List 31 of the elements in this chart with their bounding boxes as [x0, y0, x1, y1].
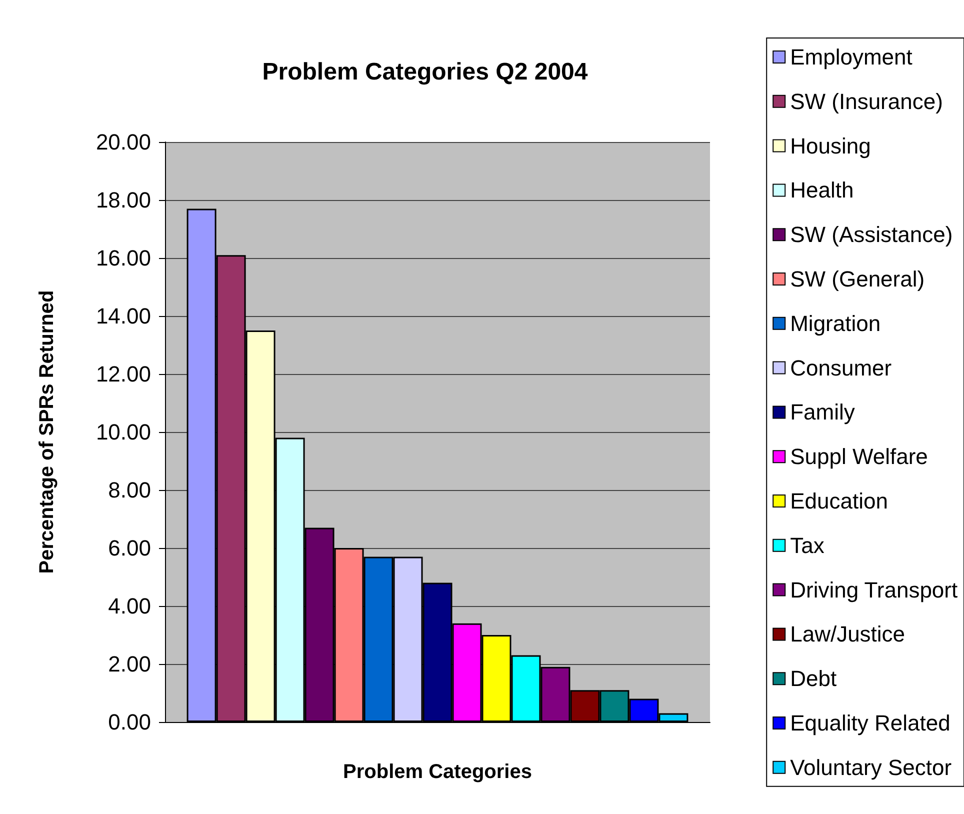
y-tick-label: 16.00: [96, 246, 151, 270]
legend-label: Tax: [790, 532, 824, 558]
y-tick-label: 12.00: [96, 362, 151, 386]
y-tick-label: 0.00: [108, 710, 151, 734]
legend-label: Driving Transport: [790, 577, 958, 602]
y-tick-label: 18.00: [96, 188, 151, 212]
y-tick-label: 14.00: [96, 304, 151, 328]
y-tick-label: 10.00: [96, 420, 151, 444]
legend-label: Equality Related: [790, 710, 950, 736]
legend-label: SW (Insurance): [790, 88, 943, 114]
x-axis-title: Problem Categories: [343, 761, 532, 783]
legend-label: Debt: [790, 666, 837, 692]
legend-label: Law/Justice: [790, 622, 906, 647]
legend-label: Employment: [790, 44, 912, 70]
legend-label: SW (Assistance): [790, 222, 953, 248]
y-tick-label: 4.00: [108, 594, 151, 618]
y-axis-title: Percentage of SPRs Returned: [36, 290, 58, 574]
legend-label: Voluntary Sector: [790, 754, 952, 780]
legend-label: Suppl Welfare: [790, 444, 928, 470]
legend-label: Family: [790, 400, 855, 425]
y-tick-label: 8.00: [108, 478, 151, 502]
legend-label: Housing: [790, 133, 871, 158]
y-tick-label: 2.00: [108, 652, 151, 676]
y-tick-label: 6.00: [108, 536, 151, 560]
legend-label: Consumer: [790, 355, 892, 380]
legend-label: Health: [790, 178, 854, 203]
y-tick-label: 20.00: [96, 130, 151, 154]
chart-title: Problem Categories Q2 2004: [262, 58, 588, 86]
legend-label: Education: [790, 488, 888, 514]
legend-label: SW (General): [790, 266, 925, 292]
legend-label: Migration: [790, 310, 881, 336]
